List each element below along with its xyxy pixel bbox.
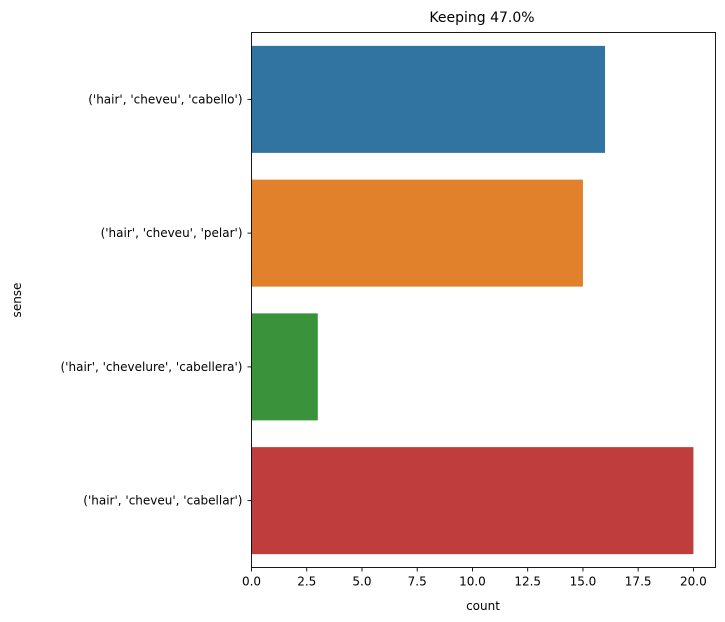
bar xyxy=(251,447,694,555)
x-tick-label: 15.0 xyxy=(570,575,597,589)
bar xyxy=(251,313,318,421)
chart-title: Keeping 47.0% xyxy=(429,10,534,26)
plot-frame xyxy=(251,32,716,568)
bar xyxy=(251,179,583,287)
y-tick-label: ('hair', 'cheveu', 'pelar') xyxy=(101,226,243,240)
x-axis-ticks: 0.0 2.5 5.0 7.5 10.0 12.5 15.0 17.5 20.0 xyxy=(242,567,707,589)
x-axis-label: count xyxy=(466,599,500,613)
x-tick-label: 12.5 xyxy=(514,575,541,589)
x-tick-label: 2.5 xyxy=(297,575,316,589)
bars-group xyxy=(251,45,694,555)
x-tick-label: 17.5 xyxy=(625,575,652,589)
x-tick-label: 7.5 xyxy=(408,575,427,589)
y-axis-ticks: ('hair', 'cheveu', 'cabello') ('hair', 'c… xyxy=(61,92,252,508)
x-tick-label: 10.0 xyxy=(459,575,486,589)
y-tick-label: ('hair', 'cheveu', 'cabello') xyxy=(88,92,242,106)
y-tick-label: ('hair', 'chevelure', 'cabellera') xyxy=(61,360,243,374)
bar xyxy=(251,45,606,153)
x-tick-label: 0.0 xyxy=(242,575,261,589)
x-tick-label: 20.0 xyxy=(680,575,707,589)
y-axis-label: sense xyxy=(10,283,24,318)
y-tick-label: ('hair', 'cheveu', 'cabellar') xyxy=(83,494,242,508)
x-tick-label: 5.0 xyxy=(352,575,371,589)
